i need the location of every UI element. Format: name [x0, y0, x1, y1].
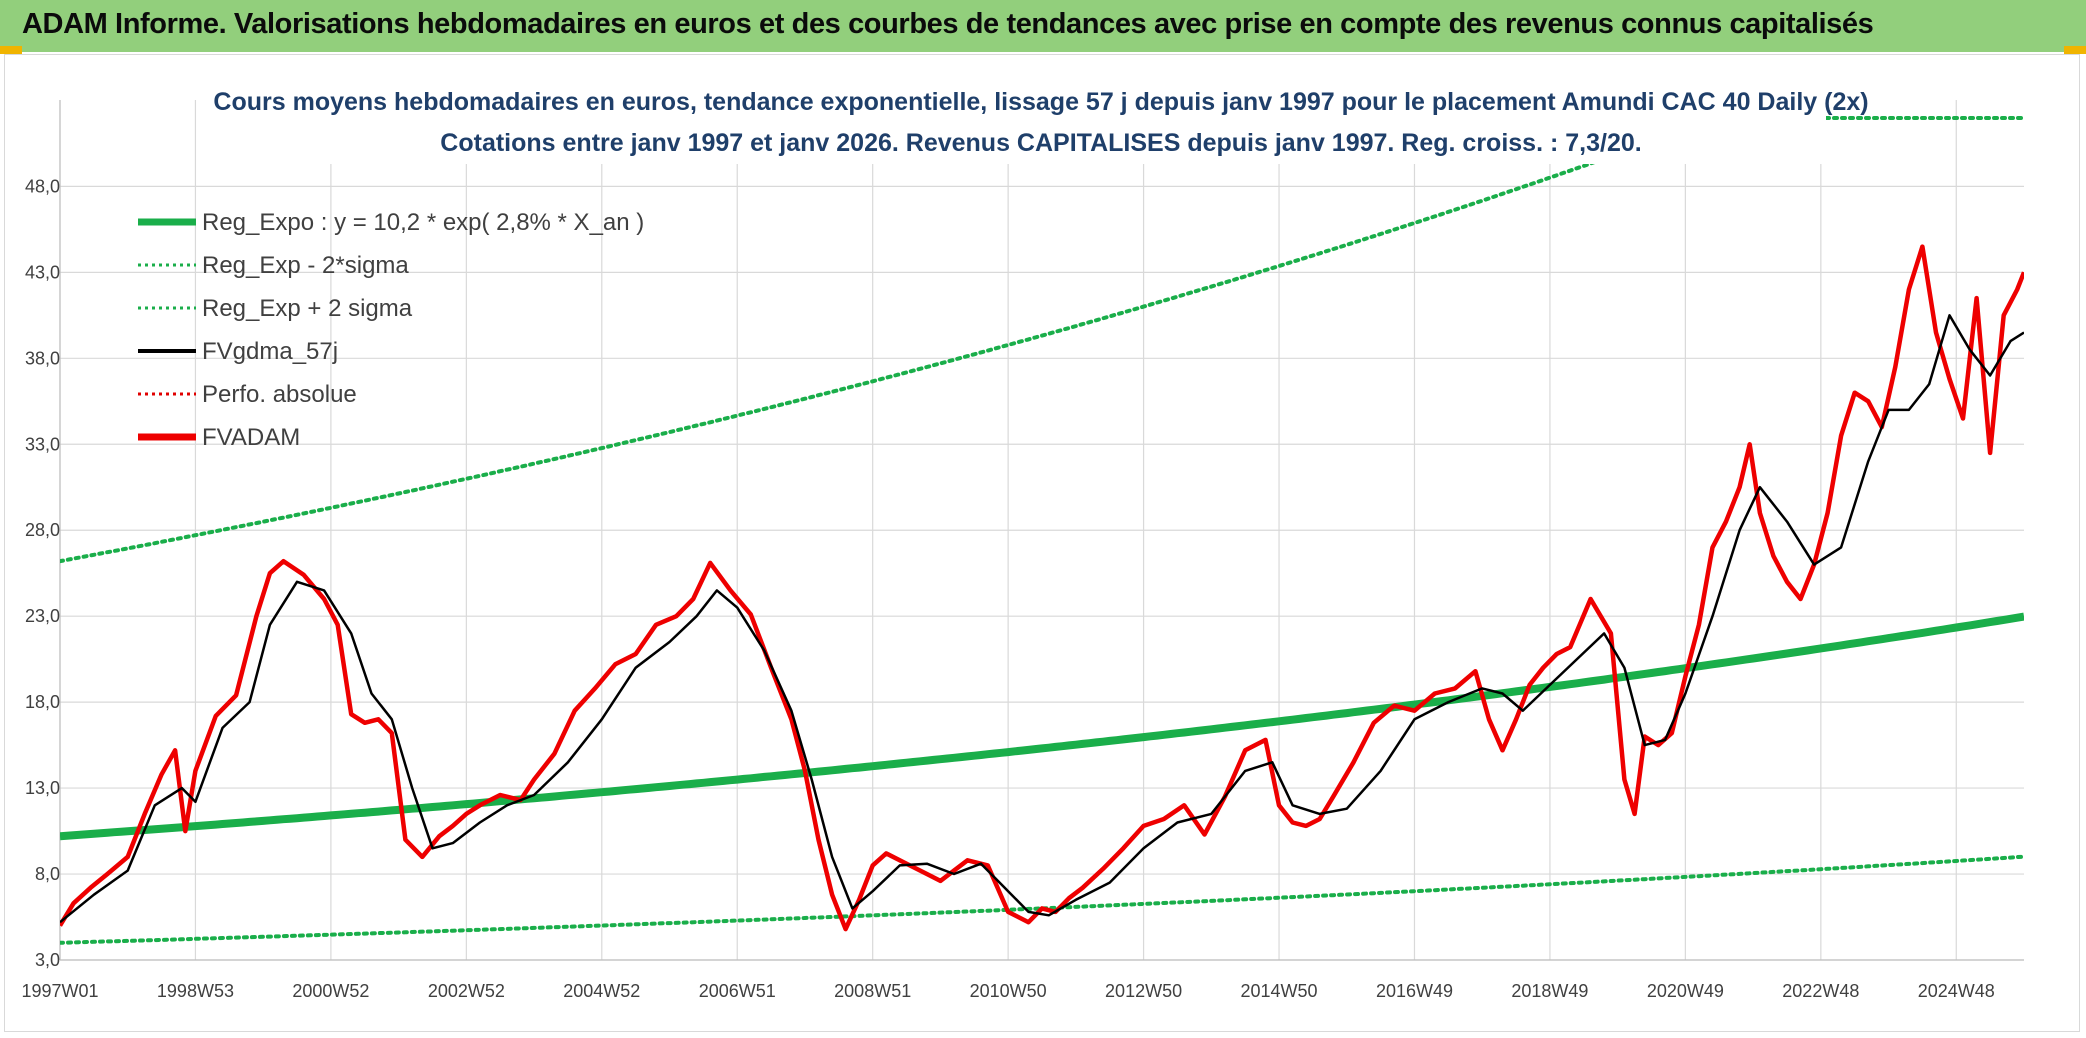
x-tick-label: 2012W50	[1105, 981, 1182, 1001]
y-tick-label: 3,0	[35, 950, 60, 970]
report-title: ADAM Informe. Valorisations hebdomadaire…	[22, 8, 1874, 40]
legend: Reg_Expo : y = 10,2 * exp( 2,8% * X_an )…	[138, 209, 644, 451]
y-tick-label: 28,0	[25, 520, 60, 540]
x-tick-label: 2014W50	[1241, 981, 1318, 1001]
y-tick-label: 8,0	[35, 864, 60, 884]
x-tick-label: 2024W48	[1918, 981, 1995, 1001]
y-tick-label: 23,0	[25, 606, 60, 626]
y-tick-label: 18,0	[25, 692, 60, 712]
x-axis: 1997W01 1998W53 2000W52 2002W52 2004W52 2006W…	[21, 981, 1994, 1001]
legend-label: Reg_Expo : y = 10,2 * exp( 2,8% * X_an )	[202, 209, 644, 236]
x-tick-label: 1998W53	[157, 981, 234, 1001]
x-tick-label: 2000W52	[292, 981, 369, 1001]
legend-label: FVADAM	[202, 424, 300, 451]
header-bar: ADAM Informe. Valorisations hebdomadaire…	[0, 0, 2086, 54]
chart-title: Cours moyens hebdomadaires en euros, ten…	[213, 88, 1868, 116]
legend-label: Reg_Exp + 2 sigma	[202, 295, 413, 322]
chart-subtitle: Cotations entre janv 1997 et janv 2026. …	[440, 129, 1641, 157]
x-tick-label: 2016W49	[1376, 981, 1453, 1001]
x-tick-label: 2022W48	[1782, 981, 1859, 1001]
grid	[59, 100, 2024, 961]
legend-label: Perfo. absolue	[202, 381, 357, 408]
reg-exp-minus-2sigma-line	[60, 854, 2024, 945]
x-tick-label: 2008W51	[834, 981, 911, 1001]
x-tick-label: 2018W49	[1511, 981, 1588, 1001]
fvgdma-57j-line	[60, 314, 2024, 924]
fvadam-line	[60, 244, 2024, 932]
x-tick-label: 2020W49	[1647, 981, 1724, 1001]
x-tick-label: 2010W50	[970, 981, 1047, 1001]
x-tick-label: 1997W01	[21, 981, 98, 1001]
y-tick-label: 38,0	[25, 348, 60, 368]
title-background	[258, 78, 1826, 164]
series-layer	[60, 100, 2026, 945]
header-accent-left	[0, 46, 22, 54]
y-tick-label: 43,0	[25, 262, 60, 282]
x-tick-label: 2004W52	[563, 981, 640, 1001]
x-tick-label: 2006W51	[699, 981, 776, 1001]
x-tick-label: 2002W52	[428, 981, 505, 1001]
y-tick-label: 33,0	[25, 434, 60, 454]
legend-label: FVgdma_57j	[202, 338, 338, 365]
y-tick-label: 13,0	[25, 778, 60, 798]
header-accent-right	[2064, 46, 2086, 54]
legend-label: Reg_Exp - 2*sigma	[202, 252, 409, 279]
chart-frame	[4, 54, 2080, 1032]
reg-expo-line	[60, 612, 2024, 841]
y-axis: 3,0 8,0 13,0 18,0 23,0 28,0 33,0 38,0 43,0 48,0	[25, 176, 60, 970]
y-tick-label: 48,0	[25, 176, 60, 196]
plot-area	[60, 100, 2024, 945]
